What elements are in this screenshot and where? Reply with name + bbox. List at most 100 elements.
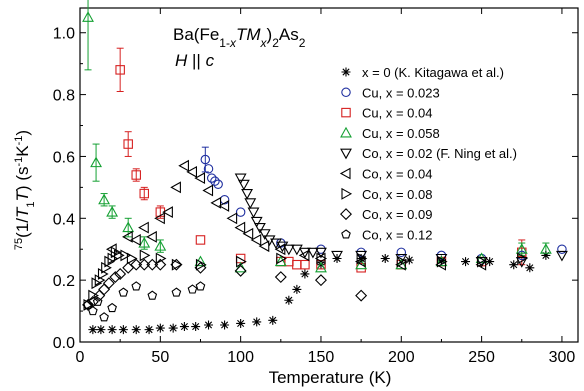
- data-point: [88, 305, 98, 316]
- svg-text:75(1/T1T) (s-1K-1): 75(1/T1T) (s-1K-1): [13, 130, 37, 250]
- x-tick-label: 0: [76, 349, 85, 366]
- legend-label: Cu, x = 0.04: [362, 106, 432, 121]
- legend-label: Cu, x = 0.023: [362, 85, 440, 100]
- data-point: [186, 165, 198, 178]
- field-label: H || c: [175, 51, 215, 70]
- data-point: [355, 250, 368, 262]
- data-point: [154, 239, 167, 251]
- data-point: [90, 156, 102, 168]
- x-tick-label: 150: [308, 349, 335, 366]
- data-point: [253, 223, 266, 234]
- data-point: [146, 258, 159, 271]
- data-point: [477, 255, 488, 268]
- series-triangle-up: [82, 11, 552, 273]
- data-point: [139, 249, 151, 262]
- data-point: [258, 240, 270, 253]
- legend-entry: Co, x = 0.09: [340, 207, 432, 222]
- data-point: [147, 290, 158, 300]
- data-point: [237, 179, 250, 191]
- data-point: [315, 247, 327, 259]
- legend-marker: [340, 148, 352, 160]
- data-point: [380, 254, 390, 263]
- data-point: [356, 252, 368, 265]
- data-point: [234, 173, 247, 185]
- data-point: [195, 235, 206, 245]
- data-point: [435, 253, 448, 265]
- series-triangle-right: [83, 246, 528, 311]
- data-point: [354, 255, 366, 268]
- data-point: [203, 164, 214, 174]
- data-point: [154, 258, 167, 271]
- data-point: [236, 318, 246, 328]
- data-point: [210, 196, 222, 209]
- data-point: [268, 315, 278, 325]
- data-point: [234, 261, 247, 273]
- data-point: [475, 258, 487, 271]
- y-tick-label: 0.0: [53, 335, 75, 352]
- legend-label: Cu, x = 0.058: [362, 126, 440, 141]
- data-point: [292, 284, 302, 294]
- data-point: [195, 258, 207, 271]
- data-point: [539, 243, 552, 254]
- data-point: [200, 154, 211, 165]
- legend-label: Co, x = 0.04: [362, 167, 432, 182]
- y-tick-label: 0.4: [53, 211, 75, 228]
- data-point: [195, 281, 206, 291]
- data-point: [234, 221, 246, 234]
- data-point: [235, 207, 246, 217]
- data-point: [404, 255, 414, 265]
- data-point: [236, 255, 247, 268]
- data-point: [155, 323, 165, 333]
- data-point: [122, 230, 133, 243]
- data-point: [194, 261, 207, 274]
- data-point: [395, 258, 408, 270]
- legend-entry: Co, x = 0.12: [341, 227, 432, 242]
- data-point: [241, 189, 254, 200]
- data-point: [162, 206, 173, 219]
- data-point: [315, 261, 327, 273]
- y-tick-label: 0.8: [53, 88, 75, 105]
- data-point: [557, 244, 567, 254]
- data-point: [114, 267, 127, 280]
- series-pentagon: [83, 281, 206, 322]
- legend-entry: Co, x = 0.08: [341, 187, 432, 202]
- x-axis-title: Temperature (K): [269, 368, 392, 387]
- data-point: [220, 320, 230, 330]
- data-point: [130, 234, 141, 246]
- legend-entry: Cu, x = 0.023: [341, 85, 440, 100]
- data-point: [509, 260, 519, 270]
- data-point: [234, 264, 247, 277]
- data-point: [98, 193, 111, 205]
- data-point: [92, 296, 103, 306]
- y-tick-label: 0.6: [53, 149, 75, 166]
- data-point: [274, 243, 286, 256]
- data-point: [436, 255, 448, 268]
- data-point: [314, 274, 327, 287]
- data-point: [316, 260, 326, 270]
- data-point: [282, 244, 295, 256]
- data-point: [115, 65, 125, 75]
- data-point: [396, 247, 407, 258]
- data-point: [485, 257, 495, 267]
- data-point: [88, 325, 98, 335]
- data-point: [316, 252, 328, 265]
- data-point: [155, 207, 166, 217]
- data-point: [355, 258, 368, 270]
- svg-text:H || c: H || c: [175, 51, 215, 70]
- plot-frame: [79, 7, 579, 343]
- data-point: [139, 188, 150, 199]
- legend-marker: [340, 208, 352, 221]
- data-point: [131, 325, 141, 335]
- data-point: [131, 170, 141, 180]
- data-point: [517, 252, 528, 265]
- x-tick-label: 100: [227, 349, 254, 366]
- data-point: [99, 312, 109, 322]
- data-point: [461, 257, 471, 267]
- x-tick-label: 300: [549, 349, 576, 366]
- series-triangle-down: [234, 173, 568, 268]
- data-point: [98, 283, 111, 296]
- data-point: [138, 236, 151, 248]
- data-point: [91, 277, 103, 290]
- data-point: [515, 243, 528, 254]
